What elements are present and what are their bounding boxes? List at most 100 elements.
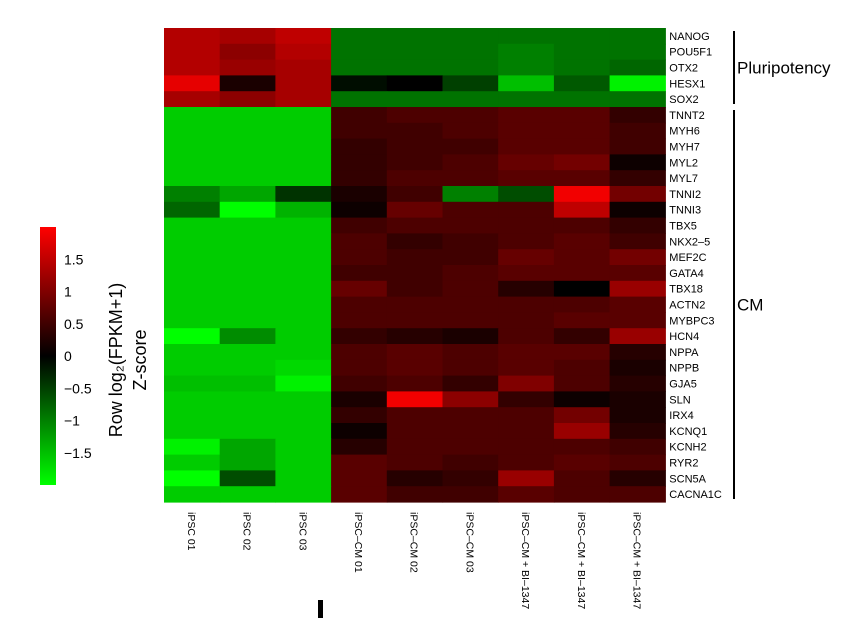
heatmap-cell [164,91,221,108]
heatmap-cell [386,407,444,424]
heatmap-cell [442,359,499,377]
heatmap-cell [331,407,388,424]
colorbar: 1.5 1 0.5 0 −0.5 −1 −1.5 Row log₂(FPKM+1) Z-sc… [40,227,150,485]
gene-label: NANOG [669,31,709,43]
heatmap-cell [164,470,221,487]
heatmap-cell [164,423,221,440]
heatmap-cell [498,375,555,392]
heatmap-cell [331,454,388,471]
heatmap-cell [553,154,611,171]
heatmap-cell [219,470,276,487]
heatmap-cell [275,91,332,108]
colorbar-title-line1: Row log₂(FPKM+1) [106,283,126,438]
heatmap-cell [609,359,666,377]
heatmap-cell [498,265,555,282]
heatmap-cell [219,43,276,61]
heatmap-cell [498,122,555,140]
heatmap-cell [331,312,388,329]
heatmap-cell [275,138,332,155]
heatmap-cell [164,328,221,345]
heatmap-cell [442,423,499,440]
heatmap-cell [219,233,276,250]
heatmap-cell [164,43,221,61]
heatmap-cell [553,312,611,329]
heatmap-cell [386,28,444,45]
gene-label: TNNI3 [669,205,701,217]
partial-glyph [318,600,323,618]
heatmap-cell [164,486,221,503]
gene-label: NPPA [669,347,699,359]
heatmap-cell [386,486,444,503]
group-label: CM [737,296,763,315]
colorbar-tick-label: 1 [64,284,72,300]
heatmap-cell [219,186,276,203]
heatmap-cell [275,122,332,140]
heatmap-cell [331,138,388,155]
heatmap-cell [331,438,388,456]
heatmap-cell [386,43,444,61]
heatmap-cell [498,280,555,298]
gene-label: TBX18 [669,284,703,296]
heatmap-cell [164,170,221,187]
heatmap-cell [609,201,666,219]
heatmap-cell [553,359,611,377]
heatmap-cell [553,375,611,392]
heatmap-cell [331,43,388,61]
heatmap-cell [609,454,666,471]
heatmap-cell [275,407,332,424]
heatmap-cell [164,407,221,424]
gene-label: GATA4 [669,268,703,280]
heatmap-cell [609,280,666,298]
heatmap-cell [442,454,499,471]
heatmap-cell [164,122,221,140]
heatmap-cell [386,91,444,108]
heatmap-cell [219,312,276,329]
heatmap-cell [275,391,332,408]
heatmap-cell [609,296,666,313]
heatmap-cell [386,249,444,266]
heatmap-cell [386,391,444,408]
heatmap-cell [609,59,666,76]
heatmap-cell [219,59,276,76]
heatmap-cell [219,138,276,155]
heatmap-cell [164,138,221,155]
colorbar-tick-label: 1.5 [64,251,84,267]
sample-label: iPSC 03 [296,512,308,551]
gene-label: KCNH2 [669,442,706,454]
heatmap-cell [164,75,221,92]
heatmap-cell [386,423,444,440]
heatmap-cell [164,28,221,45]
heatmap-cell [331,217,388,234]
heatmap-cell [219,75,276,92]
group-brackets: Pluripotency CM [733,31,831,499]
heatmap-cell [386,265,444,282]
heatmap-cell [164,217,221,234]
heatmap-cell [275,154,332,171]
heatmap-cell [553,43,611,61]
heatmap-cell [609,344,666,361]
heatmap-cell [553,75,611,92]
heatmap-cell [219,423,276,440]
heatmap-cell [164,344,221,361]
heatmap-cell [219,249,276,266]
heatmap-cell [275,280,332,298]
heatmap-cell [553,138,611,155]
heatmap-cell [442,296,499,313]
heatmap-cell [553,201,611,219]
heatmap-cell [553,454,611,471]
heatmap-cell [331,359,388,377]
gene-label: TBX5 [669,221,697,233]
heatmap-cell [331,28,388,45]
heatmap-cell [498,138,555,155]
heatmap-cell [331,170,388,187]
gene-label: MEF2C [669,252,706,264]
gene-label: NKX2–5 [669,236,710,248]
heatmap-cell [442,391,499,408]
heatmap-cell [609,391,666,408]
heatmap-cell [275,438,332,456]
heatmap-cell [498,249,555,266]
heatmap-cell [164,280,221,298]
heatmap-cell [609,217,666,234]
heatmap-cell [498,391,555,408]
heatmap-cell [498,344,555,361]
